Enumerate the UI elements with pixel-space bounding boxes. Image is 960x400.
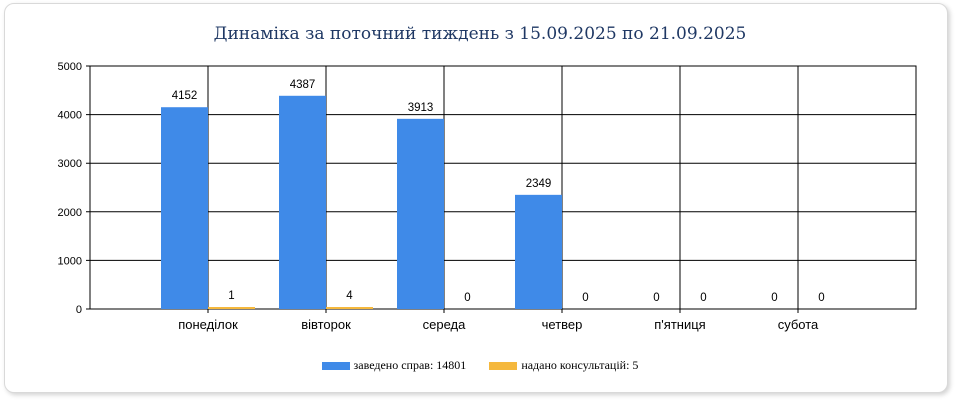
y-tick-label: 3000	[58, 158, 82, 170]
data-label: 0	[582, 292, 588, 304]
y-tick-label: 1000	[58, 255, 82, 267]
chart-title: Динаміка за поточний тиждень з 15.09.202…	[213, 24, 747, 44]
bar-consultations	[326, 307, 373, 309]
y-tick-label: 2000	[58, 207, 82, 219]
legend: заведено справ: 14801 надано консультаці…	[0, 358, 960, 374]
x-category-label: понеділок	[178, 317, 238, 332]
bar-consultations	[208, 307, 255, 309]
legend-label-consultations: надано консультацій: 5	[521, 358, 639, 372]
bar-cases	[397, 118, 444, 309]
bar-cases	[515, 194, 562, 309]
data-label: 1	[228, 290, 234, 302]
plot-area	[89, 65, 917, 310]
legend-label-cases: заведено справ: 14801	[353, 358, 467, 372]
legend-item-consultations: надано консультацій: 5	[489, 358, 638, 373]
data-label: 2349	[526, 178, 552, 190]
data-label: 4152	[172, 90, 198, 102]
data-label: 0	[771, 292, 777, 304]
data-label: 3913	[408, 102, 434, 114]
data-label: 4387	[290, 79, 316, 91]
x-category-label: субота	[778, 317, 819, 332]
bar-cases	[279, 95, 326, 309]
x-category-label: четвер	[542, 317, 583, 332]
y-tick-label: 4000	[58, 110, 82, 122]
bar-cases	[161, 107, 208, 309]
legend-swatch-cases	[321, 361, 350, 370]
data-label: 0	[653, 292, 659, 304]
legend-item-cases: заведено справ: 14801	[321, 358, 467, 373]
data-label: 0	[464, 292, 470, 304]
data-label: 4	[346, 290, 353, 302]
y-tick-label: 5000	[58, 61, 82, 73]
y-tick-label: 0	[76, 304, 82, 316]
x-category-label: середа	[423, 317, 466, 332]
data-label: 0	[818, 292, 824, 304]
x-category-label: п'ятниця	[654, 317, 705, 332]
data-label: 0	[700, 292, 706, 304]
x-category-label: вівторок	[301, 317, 351, 332]
legend-swatch-consultations	[489, 361, 518, 370]
